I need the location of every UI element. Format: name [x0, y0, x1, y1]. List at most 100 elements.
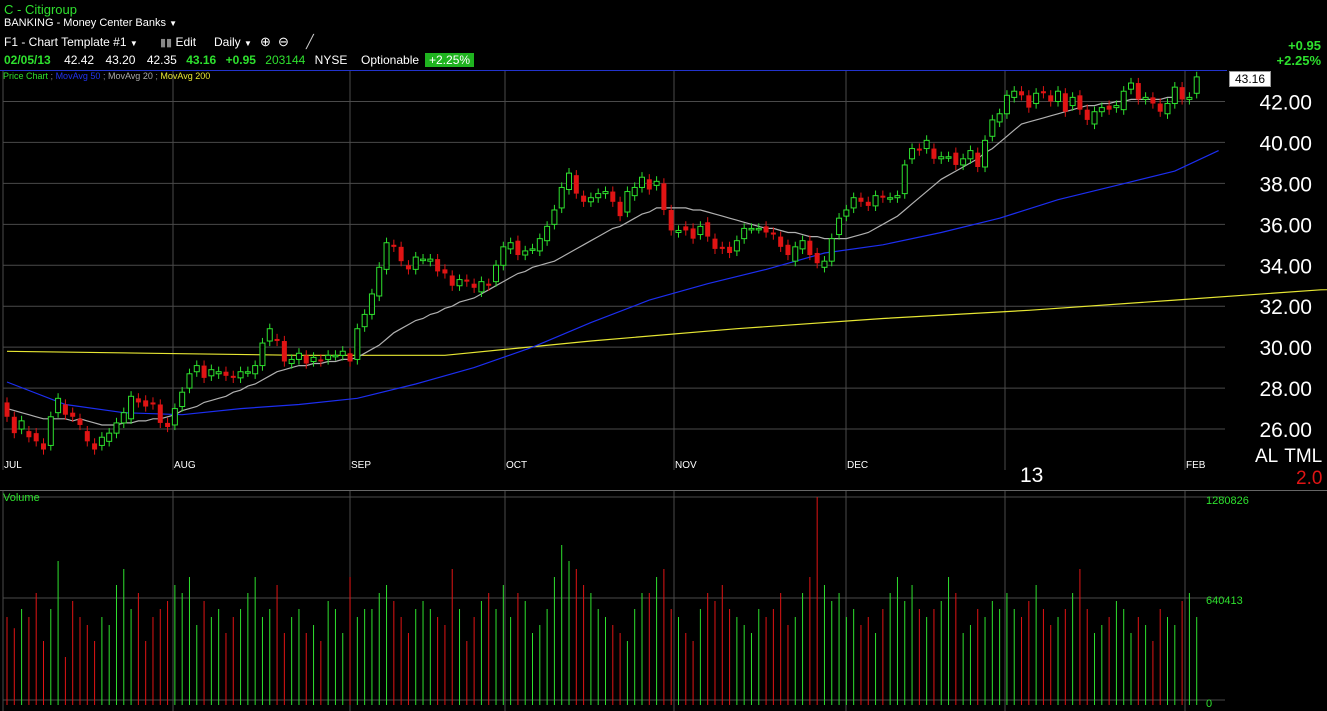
- candle-body-up: [368, 293, 375, 315]
- candle-body-up: [310, 356, 317, 362]
- candle-body-down: [435, 259, 441, 272]
- template-dropdown[interactable]: F1 - Chart Template #1 ▼: [4, 35, 138, 49]
- al-tml-label: AL TML: [1255, 446, 1322, 468]
- candle-body-up: [792, 246, 799, 262]
- candle-body-up: [1003, 94, 1010, 115]
- candle-body-up: [675, 229, 682, 234]
- candle-body-down: [668, 209, 674, 231]
- volume-tick-label: 640413: [1206, 595, 1243, 607]
- candle-body-down: [4, 402, 10, 417]
- candle-body-up: [98, 436, 105, 446]
- candle-body-up: [266, 328, 273, 342]
- edit-button[interactable]: ▮▮ Edit: [160, 35, 196, 49]
- month-label: AUG: [174, 460, 196, 471]
- candle-body-down: [77, 418, 83, 425]
- candle-body-down: [975, 152, 981, 167]
- legend-ma200: MovAvg 200: [160, 71, 211, 81]
- candle-body-up: [1113, 105, 1120, 109]
- candle-body-up: [179, 391, 186, 408]
- candle-body-up: [412, 256, 419, 270]
- volume-tick-label: 0: [1206, 698, 1212, 710]
- candle-body-up: [631, 186, 638, 197]
- candle-body-down: [1135, 83, 1141, 100]
- candle-body-down: [807, 240, 813, 256]
- candle-body-down: [1019, 91, 1025, 96]
- period-dropdown[interactable]: Daily ▼: [214, 35, 252, 49]
- ma20-line: [6, 96, 1175, 426]
- candle-body-down: [1077, 95, 1083, 110]
- candle-body-down: [865, 201, 871, 206]
- candle-body-down: [471, 283, 477, 288]
- month-label: FEB: [1186, 460, 1206, 471]
- candle-body-up: [602, 191, 609, 195]
- bar-chart-icon: ▮▮: [160, 37, 173, 49]
- candle-body-up: [909, 148, 916, 160]
- candle-body-down: [281, 341, 287, 362]
- candle-body-up: [376, 266, 383, 297]
- candle-body-down: [581, 195, 587, 202]
- candle-body-down: [712, 238, 718, 249]
- candle-body-up: [493, 264, 500, 283]
- candle-body-up: [894, 195, 901, 199]
- candle-body-up: [536, 238, 543, 252]
- candle-body-down: [92, 443, 98, 450]
- candle-body-up: [1055, 90, 1062, 102]
- candle-body-down: [778, 236, 784, 247]
- candle-body-up: [638, 176, 645, 188]
- al-text: AL: [1255, 446, 1279, 467]
- candle-body-down: [1157, 103, 1163, 112]
- candle-body-up: [843, 209, 850, 217]
- candle-body-down: [683, 226, 689, 231]
- zoom-out-icon[interactable]: ⊖: [278, 34, 289, 49]
- candle-body-up: [332, 354, 339, 358]
- candle-body-down: [1106, 105, 1112, 110]
- quote-volume: 203144: [265, 53, 306, 67]
- candle-body-up: [478, 281, 485, 293]
- candle-body-up: [587, 197, 594, 203]
- candle-body-up: [1164, 103, 1171, 115]
- price-tick-label: 32.00: [1259, 296, 1312, 319]
- candle-body-up: [113, 422, 120, 434]
- candle-body-down: [486, 283, 492, 286]
- candle-body-up: [653, 180, 660, 186]
- candle-body-down: [1026, 95, 1032, 108]
- candle-body-up: [1120, 90, 1127, 111]
- candle-body-up: [171, 408, 178, 426]
- industry-dropdown[interactable]: BANKING - Money Center Banks ▼: [4, 17, 177, 29]
- candle-body-up: [500, 246, 507, 266]
- candle-body-up: [923, 139, 930, 150]
- period-label: Daily: [214, 35, 241, 49]
- candle-body-up: [566, 172, 573, 191]
- ma200-line: [6, 289, 1327, 356]
- price-tick-label: 26.00: [1259, 419, 1312, 442]
- candle-body-down: [763, 226, 769, 233]
- candle-body-up: [558, 186, 565, 209]
- candle-body-up: [354, 328, 361, 360]
- quote-open: 42.42: [64, 53, 95, 67]
- quote-close: 43.16: [186, 53, 217, 67]
- candle-body-down: [880, 195, 886, 198]
- draw-line-icon[interactable]: ╱: [306, 34, 314, 49]
- quote-high: 43.20: [105, 53, 136, 67]
- candle-body-down: [391, 244, 397, 247]
- candle-body-up: [989, 119, 996, 137]
- zoom-in-icon[interactable]: ⊕: [260, 34, 271, 49]
- candle-body-down: [442, 269, 448, 274]
- candle-body-up: [1142, 96, 1149, 100]
- candle-body-up: [996, 113, 1003, 123]
- price-tick-label: 38.00: [1259, 173, 1312, 196]
- candle-body-down: [1040, 91, 1046, 94]
- candle-body-down: [70, 412, 76, 417]
- candle-body-down: [814, 252, 820, 264]
- year-label: 13: [1020, 464, 1043, 487]
- candle-body-up: [186, 373, 193, 389]
- candle-body-up: [828, 238, 835, 262]
- candle-body-up: [960, 158, 967, 166]
- candle-body-up: [259, 342, 266, 367]
- candle-body-up: [288, 358, 295, 365]
- candle-body-down: [617, 201, 623, 217]
- candle-body-down: [727, 246, 733, 253]
- candle-body-up: [1186, 96, 1193, 100]
- candle-body-up: [1033, 92, 1040, 105]
